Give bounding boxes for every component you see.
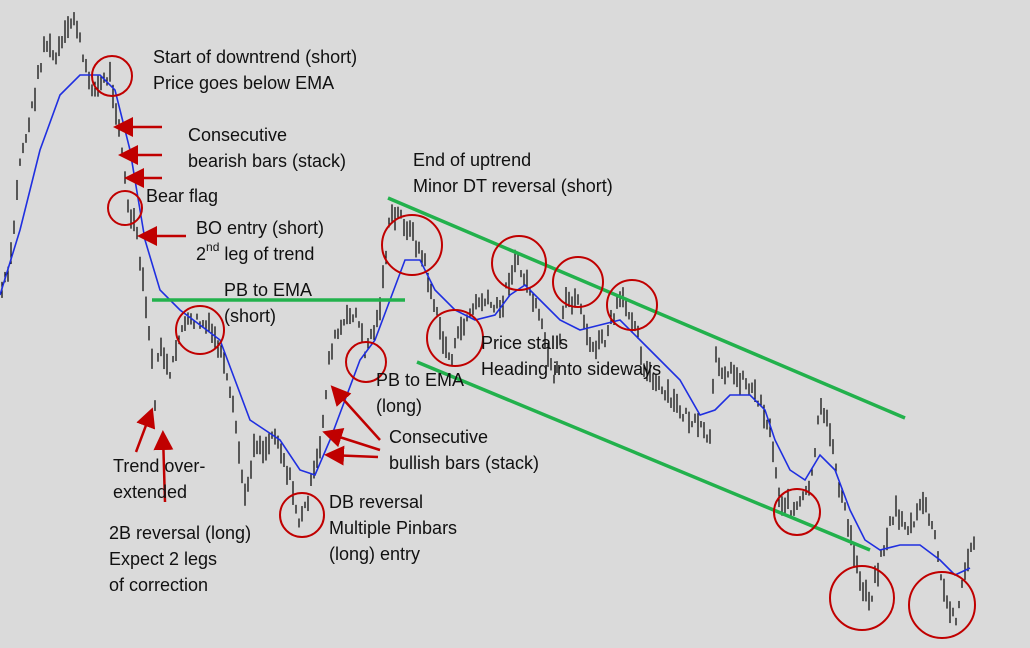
annotation-line: Expect 2 legs <box>109 549 217 569</box>
circle <box>829 565 895 631</box>
annotation-line: PB to EMA <box>224 280 312 300</box>
circle <box>107 190 143 226</box>
arrow <box>322 428 381 452</box>
annotation-line: Multiple Pinbars <box>329 518 457 538</box>
annotation-line: DB reversal <box>329 492 423 512</box>
channel-bottom <box>416 360 871 552</box>
circle <box>426 309 484 367</box>
price-bars <box>1 12 975 626</box>
superscript: nd <box>206 240 219 254</box>
annotation-line: Price goes below EMA <box>153 73 334 93</box>
circle <box>908 571 976 639</box>
circle <box>91 55 133 97</box>
circle <box>773 488 821 536</box>
annotation-line: of correction <box>109 575 208 595</box>
annotation-line: 2B reversal (long) <box>109 523 251 543</box>
arrow <box>330 385 381 441</box>
annotation-line: (long) <box>376 396 422 416</box>
annotations: Start of downtrend (short) Price goes bel… <box>109 47 661 595</box>
annotation-line: Consecutive <box>188 125 287 145</box>
annotation-line: Consecutive <box>389 427 488 447</box>
arrow <box>153 430 174 503</box>
annotation-line: Minor DT reversal (short) <box>413 176 613 196</box>
circle <box>381 214 443 276</box>
annotation-line: Bear flag <box>146 186 218 206</box>
text-part: leg of trend <box>219 244 314 264</box>
annotation-line: bullish bars (stack) <box>389 453 539 473</box>
circle <box>345 341 387 383</box>
annotation-line: Price stalls <box>481 333 568 353</box>
arrow <box>134 407 156 453</box>
annotation-line: BO entry (short) <box>196 218 324 238</box>
circle <box>606 279 658 331</box>
channel-top <box>387 196 906 420</box>
annotation-line: Heading into sideways <box>481 359 661 379</box>
text-part: 2 <box>196 244 206 264</box>
annotation-line: (long) entry <box>329 544 420 564</box>
arrows <box>113 117 381 503</box>
annotation-line: (short) <box>224 306 276 326</box>
circle <box>552 256 604 308</box>
annotation-line: Start of downtrend (short) <box>153 47 357 67</box>
annotation-line: bearish bars (stack) <box>188 151 346 171</box>
annotation-line: Trend over- <box>113 456 205 476</box>
arrow <box>324 445 379 466</box>
annotation-line: End of uptrend <box>413 150 531 170</box>
circles <box>91 55 976 639</box>
circle <box>491 235 547 291</box>
annotation-line: 2nd leg of trend <box>196 240 314 264</box>
annotation-line: PB to EMA <box>376 370 464 390</box>
circle <box>175 305 225 355</box>
circle <box>279 492 325 538</box>
annotation-line: extended <box>113 482 187 502</box>
